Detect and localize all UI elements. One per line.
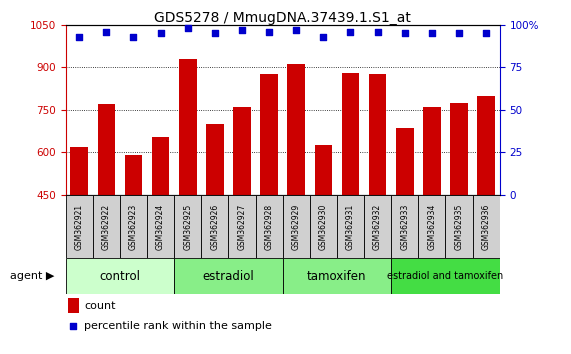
Point <box>455 30 464 36</box>
Bar <box>255 195 283 258</box>
Text: GSM362925: GSM362925 <box>183 204 192 250</box>
Text: GSM362932: GSM362932 <box>373 204 382 250</box>
Text: GSM362923: GSM362923 <box>129 204 138 250</box>
Bar <box>396 128 413 195</box>
Bar <box>309 195 337 258</box>
Bar <box>337 195 364 258</box>
Text: GSM362931: GSM362931 <box>346 204 355 250</box>
Text: GSM362936: GSM362936 <box>481 203 490 250</box>
Bar <box>147 195 174 258</box>
Bar <box>450 103 468 195</box>
Bar <box>206 124 224 195</box>
Point <box>427 30 436 36</box>
Bar <box>260 74 278 195</box>
Bar <box>445 195 473 258</box>
Bar <box>391 258 500 294</box>
Bar <box>98 104 115 195</box>
Bar <box>391 195 418 258</box>
Text: GSM362934: GSM362934 <box>427 203 436 250</box>
Bar <box>124 155 142 195</box>
Bar <box>69 298 79 313</box>
Bar <box>228 195 255 258</box>
Text: GSM362922: GSM362922 <box>102 204 111 250</box>
Bar <box>233 107 251 195</box>
Point <box>264 29 274 34</box>
Bar <box>418 195 445 258</box>
Bar <box>174 258 283 294</box>
Point <box>346 29 355 34</box>
Bar <box>315 145 332 195</box>
Text: GDS5278 / MmugDNA.37439.1.S1_at: GDS5278 / MmugDNA.37439.1.S1_at <box>154 11 411 25</box>
Point <box>102 29 111 34</box>
Text: GSM362930: GSM362930 <box>319 203 328 250</box>
Text: GSM362924: GSM362924 <box>156 204 165 250</box>
Text: GSM362926: GSM362926 <box>210 204 219 250</box>
Text: GSM362935: GSM362935 <box>455 203 464 250</box>
Point <box>69 323 78 329</box>
Bar <box>66 195 93 258</box>
Bar <box>70 147 88 195</box>
Bar <box>287 64 305 195</box>
Bar <box>341 73 359 195</box>
Point <box>238 27 247 33</box>
Text: GSM362921: GSM362921 <box>75 204 84 250</box>
Text: tamoxifen: tamoxifen <box>307 270 367 282</box>
Point <box>210 30 219 36</box>
Text: agent ▶: agent ▶ <box>10 271 54 281</box>
Bar <box>477 96 495 195</box>
Bar <box>473 195 500 258</box>
Text: GSM362933: GSM362933 <box>400 203 409 250</box>
Point <box>183 25 192 31</box>
Text: count: count <box>84 301 115 311</box>
Bar <box>283 195 309 258</box>
Bar <box>423 107 441 195</box>
Text: estradiol and tamoxifen: estradiol and tamoxifen <box>387 271 504 281</box>
Point <box>400 30 409 36</box>
Bar <box>179 59 196 195</box>
Point <box>292 27 301 33</box>
Text: GSM362927: GSM362927 <box>238 204 247 250</box>
Bar <box>93 195 120 258</box>
Text: percentile rank within the sample: percentile rank within the sample <box>84 321 272 331</box>
Point <box>129 34 138 40</box>
Bar <box>174 195 202 258</box>
Point <box>156 30 165 36</box>
Text: GSM362929: GSM362929 <box>292 204 301 250</box>
Bar <box>364 195 391 258</box>
Bar <box>283 258 391 294</box>
Text: GSM362928: GSM362928 <box>264 204 274 250</box>
Bar <box>202 195 228 258</box>
Text: estradiol: estradiol <box>203 270 254 282</box>
Bar <box>369 74 387 195</box>
Bar <box>152 137 170 195</box>
Bar <box>66 258 174 294</box>
Point <box>319 34 328 40</box>
Point <box>75 34 84 40</box>
Point <box>373 29 382 34</box>
Point <box>481 30 490 36</box>
Bar <box>120 195 147 258</box>
Text: control: control <box>99 270 140 282</box>
